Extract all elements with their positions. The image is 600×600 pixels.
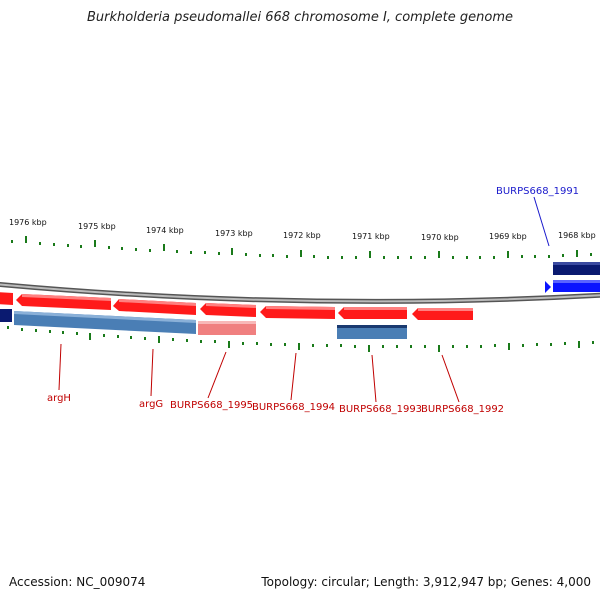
gene-burps668-1991 [545,281,551,293]
gene-label-burps668-1995[interactable]: BURPS668_1995 [170,400,253,411]
genome-summary-text: Topology: circular; Length: 3,912,947 bp… [261,575,591,589]
gene-highlight [206,303,256,308]
cds-argg [14,311,196,334]
gene-highlight [22,294,111,301]
gene-label-burps668-1994[interactable]: BURPS668_1994 [252,402,335,413]
leader-argg [150,348,154,397]
gene-labels: argH argG BURPS668_1995 BURPS668_1994 BU… [47,186,579,415]
gene-label-argh[interactable]: argH [47,393,71,404]
scale-label: 1968 kbp [558,231,596,240]
scale-label: 1970 kbp [421,233,459,242]
gene-highlight [344,307,407,310]
scale-label: 1969 kbp [489,232,527,241]
leader-burps668-1992 [441,354,460,403]
cds-highlight [337,325,407,328]
cds-burps668-1995 [198,321,256,335]
cds-highlight [198,321,256,324]
map-title: Burkholderia pseudomallei 668 chromosome… [86,10,514,25]
accession-text: Accession: NC_009074 [9,575,146,589]
chromosome-backbone-highlight [0,283,600,303]
gene-label-burps668-1992[interactable]: BURPS668_1992 [421,404,504,415]
gene-highlight [553,280,600,283]
scale-label: 1975 kbp [78,222,116,231]
gene-label-burps668-1991[interactable]: BURPS668_1991 [496,186,579,197]
outer-scale-ticks [11,236,592,259]
scale-label: 1974 kbp [146,226,184,235]
leader-burps668-1991 [533,196,550,247]
gene-highlight [119,299,196,306]
label-leaders [58,196,550,403]
gene-argh [0,292,13,305]
cds-highlight [14,311,196,323]
leader-burps668-1994 [290,352,297,401]
scale-labels: 1976 kbp 1975 kbp 1974 kbp 1973 kbp 1972… [9,218,596,242]
gene-highlight [418,308,473,311]
scale-label: 1973 kbp [215,229,253,238]
reverse-strand-red-genes [0,292,473,320]
gene-highlight [553,262,600,265]
leader-burps668-1993 [371,354,377,403]
gene-burps668-1991-cds [553,262,600,275]
forward-strand-blue-genes [545,262,600,293]
scale-label: 1972 kbp [283,231,321,240]
reverse-strand-cds [0,309,407,339]
cds-argh [0,309,12,322]
inner-scale-ticks [7,326,594,352]
gene-highlight [266,306,335,310]
gene-label-burps668-1993[interactable]: BURPS668_1993 [339,404,422,415]
gene-label-argg[interactable]: argG [139,399,163,410]
leader-burps668-1995 [207,351,227,399]
scale-label: 1971 kbp [352,232,390,241]
scale-label: 1976 kbp [9,218,47,227]
cds-burps668-1993 [337,325,407,339]
leader-argh [58,343,62,391]
